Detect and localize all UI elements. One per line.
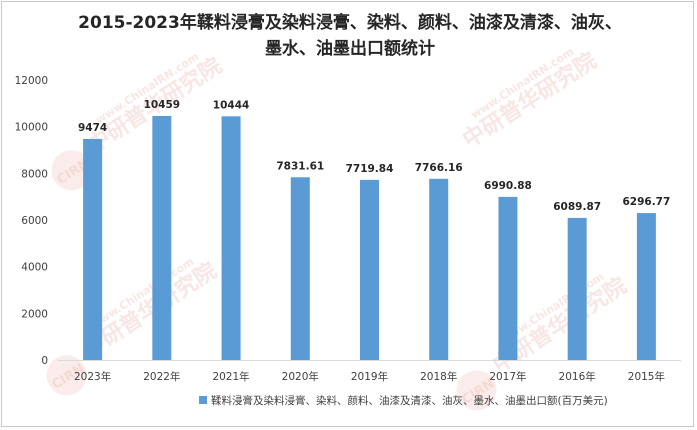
data-label: 9474 (78, 122, 107, 134)
bar (83, 138, 103, 360)
x-axis: 2023年 2022年 2021年 2020年 2019年 2018年 2017年 2016年… (74, 370, 665, 383)
data-label: 6296.77 (622, 196, 670, 208)
x-tick-label: 2016年 (559, 370, 596, 383)
data-label: 7766.16 (415, 162, 463, 174)
x-tick-label: 2019年 (351, 370, 388, 383)
legend-label: 鞣料浸膏及染料浸膏、染料、颜料、油漆及清漆、油灰、墨水、油墨出口额(百万美元) (211, 394, 608, 407)
y-tick-label: 2000 (21, 308, 48, 320)
x-tick-label: 2022年 (143, 370, 180, 383)
data-label: 7831.61 (276, 160, 324, 172)
data-label: 7719.84 (346, 163, 394, 175)
bars: 9474 10459 10444 7831.61 7719.84 7766.16 6990.… (78, 99, 670, 360)
watermark-logo (456, 370, 497, 411)
bar (221, 116, 241, 360)
bar (360, 179, 379, 360)
watermark-logo (51, 150, 92, 191)
bar (152, 115, 172, 360)
bar (290, 177, 310, 360)
data-label: 6089.87 (553, 201, 601, 213)
watermark-text: 中研普华研究院 (458, 48, 601, 154)
bar (498, 196, 518, 360)
legend-swatch (199, 396, 207, 404)
x-tick-label: 2021年 (212, 370, 249, 383)
y-tick-label: 4000 (21, 262, 48, 274)
data-label: 6990.88 (484, 180, 532, 192)
y-tick-label: 0 (41, 355, 48, 367)
x-tick-label: 2023年 (74, 370, 111, 383)
x-tick-label: 2017年 (489, 370, 526, 383)
legend: 鞣料浸膏及染料浸膏、染料、颜料、油漆及清漆、油灰、墨水、油墨出口额(百万美元) (199, 394, 608, 407)
chart-title: 2015-2023年鞣料浸膏及染料浸膏、染料、颜料、油漆及清漆、油灰、墨水、油墨… (78, 13, 622, 59)
bar (429, 178, 449, 360)
x-tick-label: 2020年 (282, 370, 319, 383)
y-tick-label: 12000 (15, 75, 48, 87)
y-axis: 0 2000 4000 6000 8000 10000 12000 (15, 75, 681, 367)
y-tick-label: 10000 (15, 122, 48, 134)
x-tick-label: 2018年 (420, 370, 457, 383)
bar (636, 213, 656, 360)
watermark-logo (46, 355, 87, 396)
x-tick-label: 2015年 (628, 370, 665, 383)
y-tick-label: 8000 (21, 168, 48, 180)
bar (567, 217, 587, 360)
data-label: 10444 (213, 99, 250, 111)
y-tick-label: 6000 (21, 215, 48, 227)
data-label: 10459 (144, 99, 181, 111)
